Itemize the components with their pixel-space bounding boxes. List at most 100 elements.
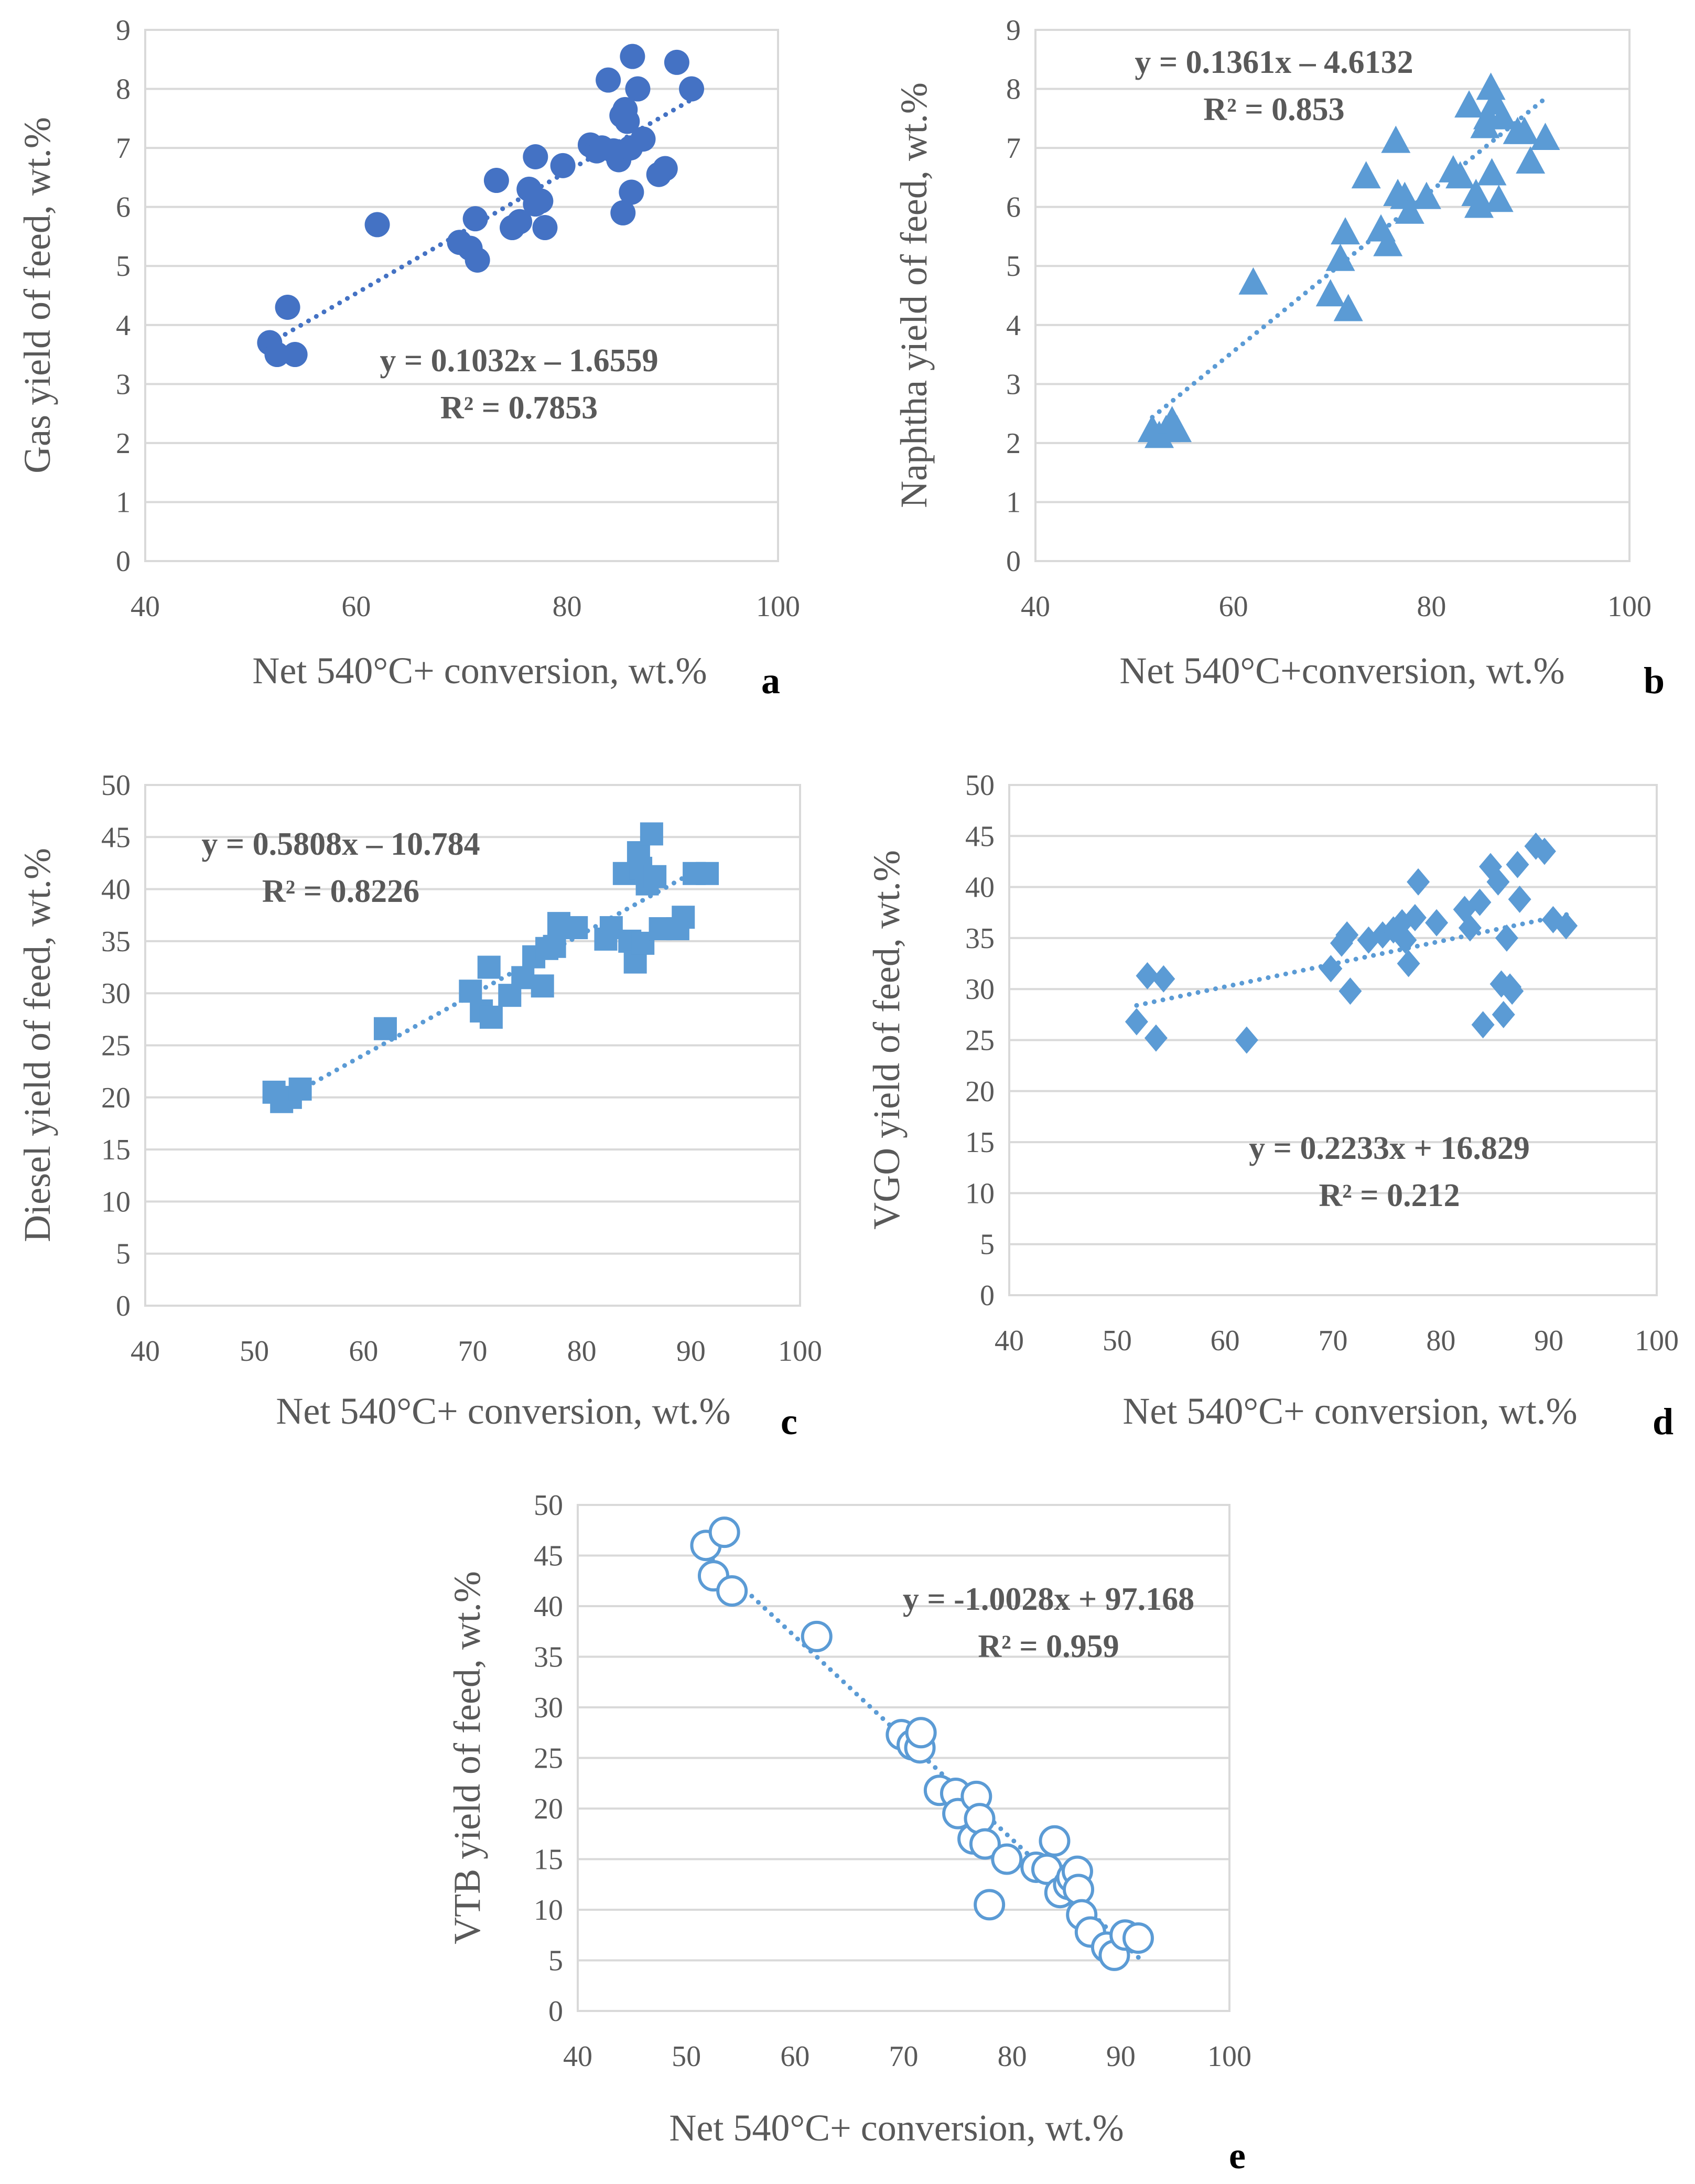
x-tick-label: 80 [567, 1335, 597, 1368]
x-tick-label: 100 [778, 1335, 822, 1368]
y-tick-label: 45 [534, 1540, 563, 1573]
y-tick-label: 5 [548, 1945, 563, 1977]
data-point [282, 342, 308, 368]
y-tick-label: 15 [101, 1134, 131, 1166]
y-tick-label: 1 [116, 486, 131, 519]
x-axis-title: Net 540°C+conversion, wt.% [1119, 650, 1564, 692]
y-tick-label: 7 [116, 132, 131, 165]
y-tick-label: 10 [534, 1894, 563, 1927]
trendline-equation: y = 0.1361x – 4.6132 [1135, 45, 1413, 80]
data-point [696, 862, 719, 885]
y-tick-label: 35 [534, 1641, 563, 1674]
data-point [652, 156, 678, 181]
trendline [1134, 912, 1571, 1008]
data-point [532, 215, 558, 241]
data-point [479, 1005, 503, 1029]
data-point [1122, 1922, 1154, 1954]
trendline-equation: y = 0.2233x + 16.829 [1249, 1131, 1530, 1166]
data-point [264, 342, 290, 368]
y-tick-label: 30 [965, 973, 995, 1006]
data-point [1554, 912, 1578, 940]
trendline [272, 860, 713, 1107]
chart-e: 0 5 10 15 20 25 30 35 40 45 50 40 50 60 70 80 90 100 y = -… [446, 1489, 1251, 2177]
x-tick-label: 80 [1426, 1325, 1455, 1357]
y-tick-label: 0 [116, 545, 131, 578]
data-point [1425, 909, 1449, 937]
panel-label: e [1229, 2135, 1246, 2177]
data-point [477, 955, 501, 979]
data-point [708, 1516, 740, 1548]
plot-frame [1034, 29, 1631, 562]
panel-label: c [781, 1401, 797, 1443]
y-tick-label: 10 [101, 1186, 131, 1218]
x-tick-label: 70 [889, 2040, 919, 2073]
data-point [1516, 146, 1546, 174]
x-tick-label: 40 [995, 1325, 1024, 1357]
data-point [964, 1803, 996, 1835]
data-point [550, 153, 576, 178]
plot-frame [144, 784, 801, 1307]
data-point [1333, 294, 1363, 321]
y-tick-label: 0 [1006, 545, 1021, 578]
x-tick-label: 60 [341, 590, 371, 623]
y-tick-label: 3 [116, 368, 131, 401]
chart-c: 0 5 10 15 20 25 30 35 40 45 50 40 50 60 70 80 90 100 y = 0… [16, 769, 822, 1443]
data-point [619, 179, 644, 205]
y-tick-label: 15 [965, 1126, 995, 1159]
data-point [1394, 926, 1417, 954]
data-point [1458, 914, 1482, 942]
plot-frame [1008, 784, 1658, 1296]
y-tick-label: 40 [965, 872, 995, 904]
x-tick-label: 50 [240, 1335, 269, 1368]
r-squared: R² = 0.8226 [262, 874, 419, 909]
data-point [565, 916, 588, 940]
y-tick-label: 2 [116, 427, 131, 460]
data-point [640, 822, 663, 846]
y-tick-label: 6 [116, 191, 131, 224]
y-tick-label: 3 [1006, 368, 1021, 401]
data-point [630, 126, 656, 152]
data-point [1373, 229, 1403, 256]
y-tick-label: 0 [548, 1995, 563, 2028]
x-axis-title: Net 540°C+ conversion, wt.% [669, 2107, 1124, 2149]
y-tick-label: 0 [980, 1279, 995, 1312]
x-tick-label: 60 [349, 1335, 378, 1368]
data-point [905, 1717, 937, 1749]
y-tick-label: 1 [1006, 486, 1021, 519]
x-axis-title: Net 540°C+ conversion, wt.% [252, 650, 707, 692]
x-tick-label: 50 [1103, 1325, 1132, 1357]
r-squared: R² = 0.212 [1319, 1178, 1460, 1213]
data-point [1488, 102, 1518, 130]
x-tick-label: 60 [780, 2040, 809, 2073]
data-point [543, 934, 566, 958]
data-point [679, 76, 705, 102]
x-axis-title: Net 540°C+ conversion, wt.% [276, 1390, 730, 1432]
data-point [969, 1828, 1001, 1860]
y-tick-label: 5 [116, 250, 131, 283]
x-tick-label: 90 [1534, 1325, 1563, 1357]
data-point [664, 49, 689, 75]
y-tick-label: 40 [534, 1590, 563, 1623]
x-tick-label: 90 [676, 1335, 706, 1368]
data-point [716, 1575, 748, 1607]
data-point [1319, 955, 1343, 983]
data-point [275, 295, 300, 320]
data-point [528, 188, 554, 214]
data-point [523, 144, 548, 169]
x-tick-label: 90 [1106, 2040, 1136, 2073]
x-tick-label: 40 [563, 2040, 592, 2073]
data-point [507, 209, 533, 234]
y-tick-label: 30 [101, 977, 131, 1010]
x-tick-label: 100 [756, 590, 800, 623]
data-point [483, 168, 509, 193]
y-tick-label: 4 [116, 309, 131, 342]
chart-a: 0 1 2 3 4 5 6 7 8 9 40 60 80 100 y = 0.1032x – 1.6559 R… [16, 14, 800, 702]
data-point [1508, 885, 1531, 913]
data-point [1136, 962, 1159, 989]
y-axis-title: Naphtha yield of feed, wt.% [893, 82, 935, 508]
y-tick-label: 6 [1006, 191, 1021, 224]
plot-frame [577, 1504, 1230, 2012]
data-point [364, 212, 390, 238]
data-point [1335, 921, 1359, 949]
y-tick-label: 45 [965, 820, 995, 853]
